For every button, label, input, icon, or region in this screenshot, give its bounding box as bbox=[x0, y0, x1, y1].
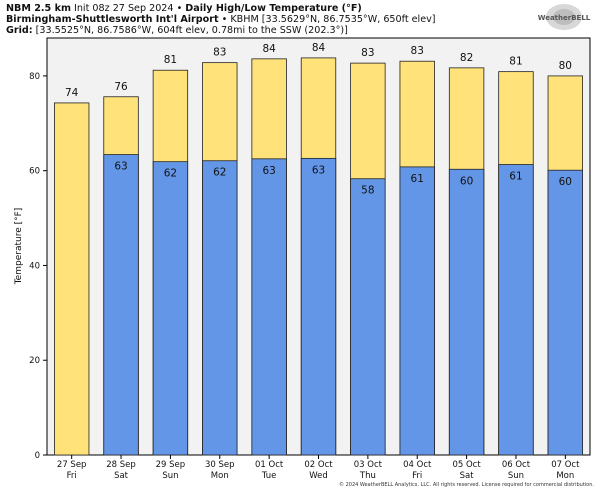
low-temp-bar bbox=[103, 154, 139, 456]
x-tick-date: 30 Sep bbox=[205, 460, 235, 470]
x-tick-date: 04 Oct bbox=[403, 460, 432, 470]
high-temp-label: 81 bbox=[164, 54, 177, 66]
low-temp-label: 62 bbox=[213, 167, 226, 179]
low-temp-label: 61 bbox=[411, 173, 424, 185]
station-name: Birmingham-Shuttlesworth Int'l Airport bbox=[6, 14, 219, 25]
high-temp-label: 84 bbox=[312, 42, 326, 54]
high-temp-label: 83 bbox=[361, 47, 374, 59]
x-tick-date: 06 Oct bbox=[502, 460, 531, 470]
x-tick-day: Tue bbox=[261, 471, 277, 481]
y-tick-label: 40 bbox=[29, 261, 40, 271]
x-tick-day: Sat bbox=[460, 471, 475, 481]
high-temp-label: 81 bbox=[509, 56, 522, 68]
high-temp-label: 74 bbox=[65, 87, 79, 99]
high-temp-label: 84 bbox=[262, 43, 276, 55]
x-tick-day: Thu bbox=[359, 471, 376, 481]
low-temp-bar bbox=[498, 164, 534, 456]
high-temp-label: 83 bbox=[411, 45, 424, 57]
x-tick-day: Sat bbox=[114, 471, 129, 481]
low-temp-label: 60 bbox=[460, 175, 473, 187]
x-tick-day: Sun bbox=[508, 471, 524, 481]
model-name: NBM 2.5 km bbox=[6, 3, 71, 14]
low-temp-bar bbox=[152, 161, 189, 456]
x-tick-date: 27 Sep bbox=[57, 460, 87, 470]
x-tick-date: 07 Oct bbox=[551, 460, 580, 470]
station-line: Birmingham-Shuttlesworth Int'l Airport •… bbox=[6, 14, 436, 25]
x-tick-date: 29 Sep bbox=[156, 460, 186, 470]
high-temp-label: 82 bbox=[460, 52, 473, 64]
low-temp-bar bbox=[399, 166, 435, 456]
low-temp-label: 62 bbox=[164, 168, 177, 180]
x-tick-day: Fri bbox=[67, 471, 77, 481]
y-tick-label: 20 bbox=[29, 356, 40, 366]
low-temp-label: 61 bbox=[509, 171, 522, 183]
low-temp-bar bbox=[448, 168, 485, 456]
x-tick-date: 28 Sep bbox=[106, 460, 136, 470]
station-info: KBHM [33.5629°N, 86.7535°W, 650ft elev] bbox=[230, 14, 436, 25]
x-tick-day: Fri bbox=[412, 471, 422, 481]
high-temp-label: 76 bbox=[114, 81, 128, 93]
high-temp-label: 80 bbox=[559, 60, 572, 72]
low-temp-label: 58 bbox=[361, 185, 374, 197]
y-tick-label: 0 bbox=[35, 451, 40, 461]
y-tick-label: 60 bbox=[29, 167, 40, 177]
bullet-sep: • bbox=[221, 14, 228, 25]
low-temp-bar bbox=[547, 169, 583, 456]
x-tick-day: Mon bbox=[556, 471, 574, 481]
low-temp-label: 63 bbox=[114, 161, 127, 173]
bullet-sep: • bbox=[176, 3, 183, 14]
title-line: NBM 2.5 km Init 08z 27 Sep 2024 • Daily … bbox=[6, 3, 362, 14]
product-title: Daily High/Low Temperature (°F) bbox=[185, 3, 362, 14]
low-temp-bar bbox=[350, 178, 386, 456]
bars-layer: 74 76 63 81 62 83 62 84 63 84 63 83 58 83 61 82 60 81 61 80… bbox=[54, 42, 583, 456]
y-tick-label: 80 bbox=[29, 72, 40, 82]
high-temp-bar bbox=[54, 102, 90, 456]
low-temp-label: 63 bbox=[312, 164, 325, 176]
grid-line: Grid: [33.5525°N, 86.7586°W, 604ft elev,… bbox=[6, 25, 348, 36]
logo-text: WeatherBELL bbox=[538, 14, 591, 22]
weatherbell-logo: WeatherBELL bbox=[538, 4, 591, 30]
low-temp-bar bbox=[202, 160, 238, 456]
x-tick-date: 02 Oct bbox=[304, 460, 333, 470]
low-temp-label: 60 bbox=[559, 176, 572, 188]
high-temp-label: 83 bbox=[213, 47, 226, 59]
grid-info: [33.5525°N, 86.7586°W, 604ft elev, 0.78m… bbox=[35, 25, 348, 36]
low-temp-label: 63 bbox=[262, 165, 275, 177]
x-tick-day: Sun bbox=[162, 471, 178, 481]
init-time: Init 08z 27 Sep 2024 bbox=[74, 3, 174, 14]
low-temp-bar bbox=[251, 158, 287, 456]
y-axis-label: Temperature [°F] bbox=[14, 208, 24, 286]
x-tick-date: 03 Oct bbox=[354, 460, 383, 470]
x-tick-day: Mon bbox=[211, 471, 229, 481]
x-tick-date: 01 Oct bbox=[255, 460, 284, 470]
x-tick-date: 05 Oct bbox=[452, 460, 481, 470]
x-tick-day: Wed bbox=[309, 471, 328, 481]
copyright-footer: © 2024 WeatherBELL Analytics, LLC. All r… bbox=[339, 482, 594, 488]
low-temp-bar bbox=[300, 157, 337, 456]
grid-label: Grid: bbox=[6, 25, 33, 36]
